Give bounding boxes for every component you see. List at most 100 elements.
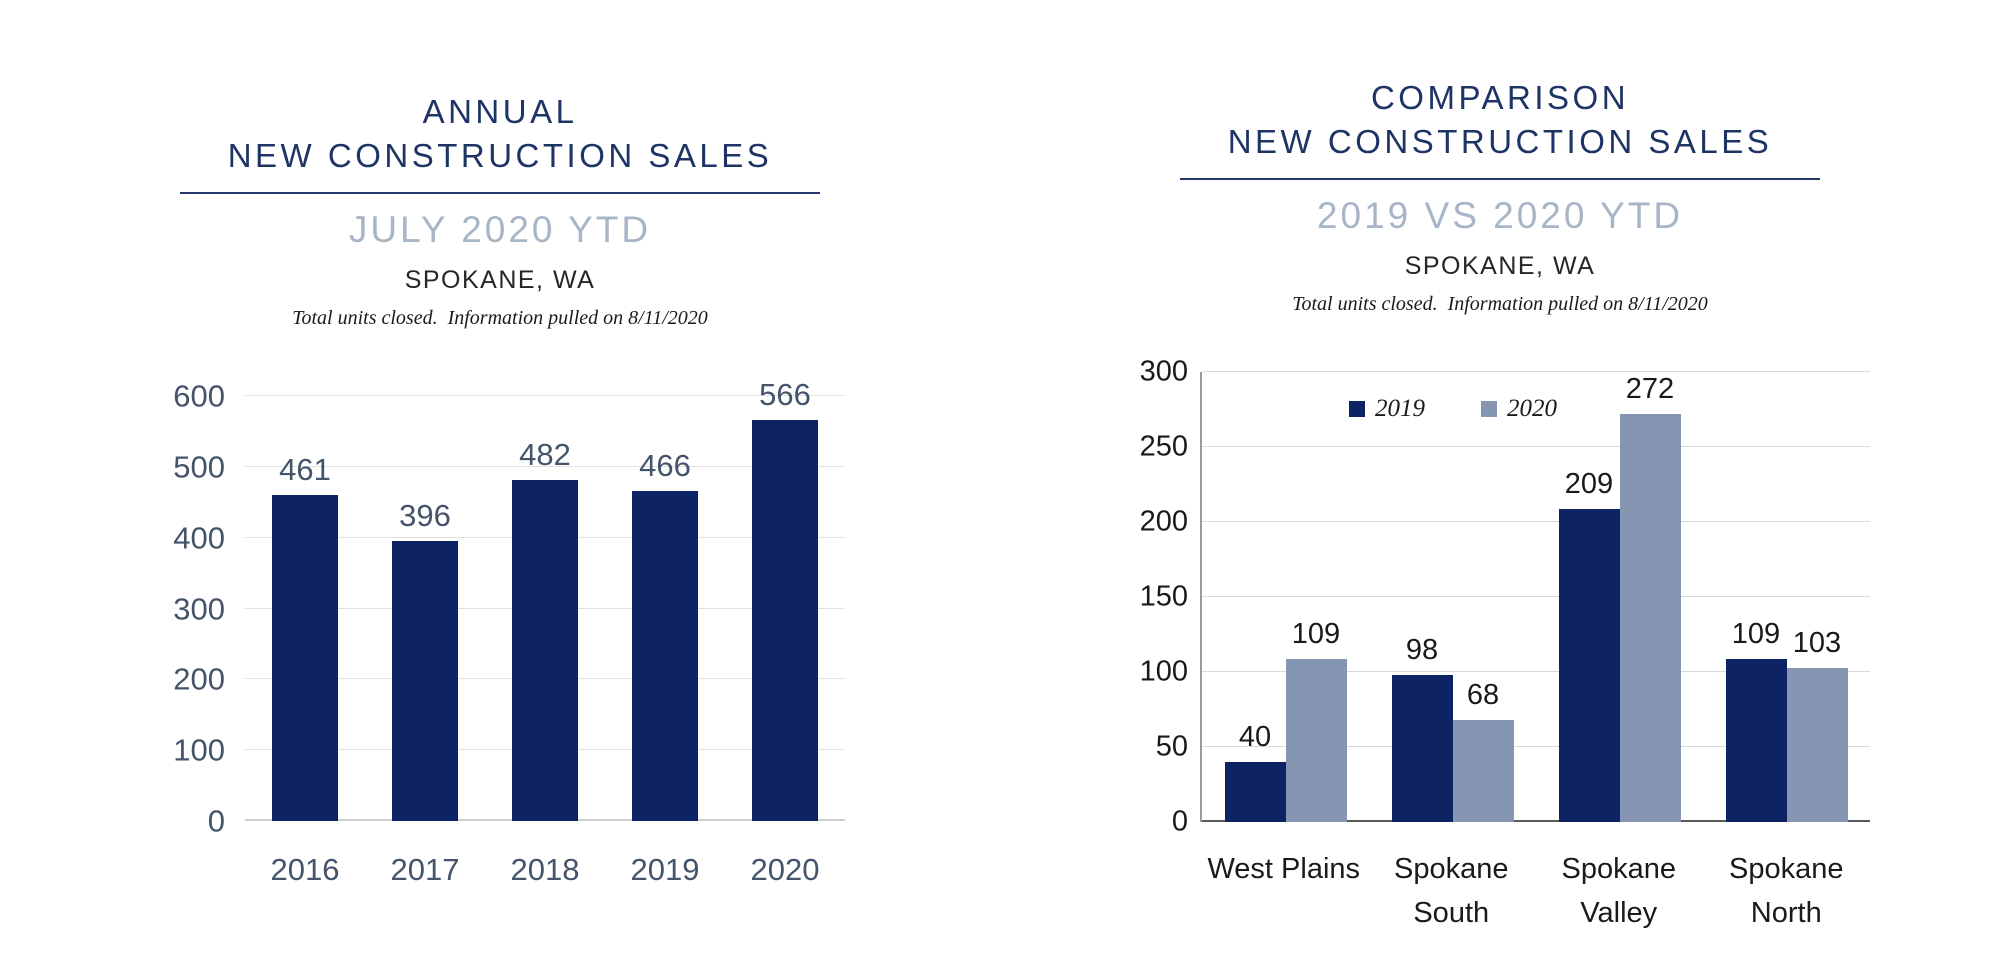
comparison-subtitle: 2019 VS 2020 YTD (1316, 195, 1684, 237)
annual-source-note: Total units closed. Information pulled o… (292, 307, 708, 330)
category-slot-spokane-south: 98 68 (1369, 372, 1536, 823)
x-axis-label-2020: 2020 (750, 852, 820, 888)
comparison-sales-panel: COMPARISON NEW CONSTRUCTION SALES 2019 V… (1000, 0, 2000, 964)
category-slot-spokane-north: 109 103 (1703, 372, 1870, 823)
category-slot-2019: 466 (605, 396, 725, 822)
bar-west-plains-2019 (1224, 762, 1286, 823)
value-label-west-plains-2020: 109 (1291, 617, 1341, 650)
y-tick-label-0: 0 (207, 803, 225, 839)
barwrap-2018: 482 (512, 396, 578, 822)
comparison-location: SPOKANE, WA (1404, 252, 1596, 281)
gridline-50 (1202, 746, 1870, 748)
value-label-spokane-north-2020: 103 (1792, 626, 1842, 659)
gridline-200 (1202, 521, 1870, 523)
annual-sales-panel: ANNUAL NEW CONSTRUCTION SALES JULY 2020 … (0, 90, 1000, 894)
value-label-2020: 566 (759, 377, 811, 413)
y-tick-label-300: 300 (173, 591, 225, 627)
value-label-spokane-south-2020: 68 (1466, 679, 1500, 712)
annual-title: ANNUAL NEW CONSTRUCTION SALES (0, 90, 1000, 177)
y-tick-label-200: 200 (1139, 505, 1188, 538)
comparison-x-axis-labels: West Plains Spokane South Spokane Valley Sp… (1200, 848, 1870, 935)
category-slot-west-plains: 40 109 (1202, 372, 1369, 823)
value-label-spokane-valley-2019: 209 (1564, 467, 1614, 500)
legend-label-2020: 2020 (1506, 395, 1557, 423)
legend-item-2019: 2019 (1348, 395, 1425, 423)
gridline-300 (1202, 371, 1870, 373)
legend-swatch-2020-icon (1480, 400, 1497, 417)
barwrap-west-plains-2020: 109 (1285, 372, 1347, 823)
value-label-2016: 461 (279, 451, 331, 487)
y-tick-label-200: 200 (173, 661, 225, 697)
comparison-plot-area: 40 109 98 68 209 272 109 103 2019 2020 (1200, 371, 1870, 823)
bars-layer: 40 109 98 68 209 272 109 103 (1202, 372, 1870, 823)
gridline-250 (1202, 446, 1870, 448)
y-tick-label-600: 600 (173, 378, 225, 414)
bar-spokane-south-2020 (1452, 720, 1514, 823)
bar-spokane-north-2019 (1725, 658, 1787, 823)
annual-header: ANNUAL NEW CONSTRUCTION SALES JULY 2020 … (0, 90, 1000, 330)
barwrap-spokane-valley-2019: 209 (1558, 372, 1620, 823)
barwrap-west-plains-2019: 40 (1224, 372, 1286, 823)
comparison-source-note: Total units closed. Information pulled o… (1292, 293, 1708, 316)
category-slot-2017: 396 (365, 396, 485, 822)
bar-spokane-valley-2019 (1558, 508, 1620, 823)
annual-title-line1: ANNUAL (422, 93, 578, 130)
barwrap-2017: 396 (392, 396, 458, 822)
bar-2018 (512, 479, 578, 822)
comparison-plot-column: 40 109 98 68 209 272 109 103 2019 2020 West Plain… (1200, 371, 1870, 935)
legend-swatch-2019-icon (1348, 400, 1365, 417)
barwrap-spokane-north-2019: 109 (1725, 372, 1787, 823)
bar-2017 (392, 540, 458, 822)
annual-title-line2: NEW CONSTRUCTION SALES (227, 136, 773, 174)
value-label-spokane-south-2019: 98 (1405, 634, 1439, 667)
comparison-y-axis-labels: 0 50 100 150 200 250 300 (1130, 357, 1188, 836)
y-tick-label-300: 300 (1139, 355, 1188, 388)
category-slot-2020: 566 (725, 379, 845, 822)
value-label-west-plains-2019: 40 (1238, 721, 1272, 754)
bar-west-plains-2020 (1285, 658, 1347, 823)
category-slot-2016: 461 (245, 396, 365, 822)
value-label-2018: 482 (519, 436, 571, 472)
bar-spokane-north-2020 (1786, 667, 1848, 823)
x-axis-label-2017: 2017 (390, 852, 460, 888)
barwrap-spokane-south-2020: 68 (1452, 372, 1514, 823)
annual-y-axis-labels: 0 100 200 300 400 500 600 (155, 381, 225, 837)
gridline-500 (245, 465, 845, 467)
annual-location: SPOKANE, WA (404, 266, 596, 295)
x-axis-label-spokane-north: Spokane North (1729, 853, 1844, 929)
comparison-title-line2: NEW CONSTRUCTION SALES (1227, 122, 1773, 160)
barwrap-2019: 466 (632, 396, 698, 822)
bar-2016 (272, 494, 338, 822)
barwrap-spokane-north-2020: 103 (1786, 372, 1848, 823)
annual-plot-area: 461 396 482 466 566 (245, 379, 845, 822)
y-tick-label-100: 100 (1139, 655, 1188, 688)
y-tick-label-250: 250 (1139, 430, 1188, 463)
comparison-header: COMPARISON NEW CONSTRUCTION SALES 2019 V… (1000, 76, 2000, 316)
legend-item-2020: 2020 (1480, 395, 1557, 423)
annual-x-axis-labels: 2016 2017 2018 2019 2020 (245, 847, 845, 894)
annual-subtitle: JULY 2020 YTD (348, 209, 652, 251)
value-label-spokane-valley-2020: 272 (1625, 373, 1675, 406)
annual-plot-column: 461 396 482 466 566 2016 2017 2018 2019 2020 (245, 379, 845, 894)
bar-spokane-south-2019 (1391, 675, 1453, 823)
x-axis-label-spokane-south: Spokane South (1394, 853, 1509, 929)
comparison-title: COMPARISON NEW CONSTRUCTION SALES (1000, 76, 2000, 163)
y-tick-label-100: 100 (173, 732, 225, 768)
barwrap-spokane-valley-2020: 272 (1619, 372, 1681, 823)
bar-2020 (752, 420, 818, 822)
chart-legend: 2019 2020 (1348, 395, 1557, 423)
comparison-sales-bar-chart: 0 50 100 150 200 250 300 40 109 98 68 209 272 109 103… (1000, 357, 2000, 935)
x-axis-label-2016: 2016 (270, 852, 340, 888)
comparison-title-line1: COMPARISON (1370, 79, 1630, 116)
y-tick-label-400: 400 (173, 520, 225, 556)
bar-spokane-valley-2020 (1619, 414, 1681, 823)
bar-2019 (632, 491, 698, 822)
x-axis-line (1202, 820, 1870, 823)
x-axis-label-west-plains: West Plains (1207, 853, 1361, 886)
y-tick-label-0: 0 (1171, 805, 1188, 838)
gridline-600 (245, 395, 845, 397)
category-slot-2018: 482 (485, 396, 605, 822)
legend-label-2019: 2019 (1374, 395, 1425, 423)
annual-sales-bar-chart: 0 100 200 300 400 500 600 461 396 482 466 566 2016… (0, 379, 1000, 894)
annual-title-divider (180, 192, 820, 195)
